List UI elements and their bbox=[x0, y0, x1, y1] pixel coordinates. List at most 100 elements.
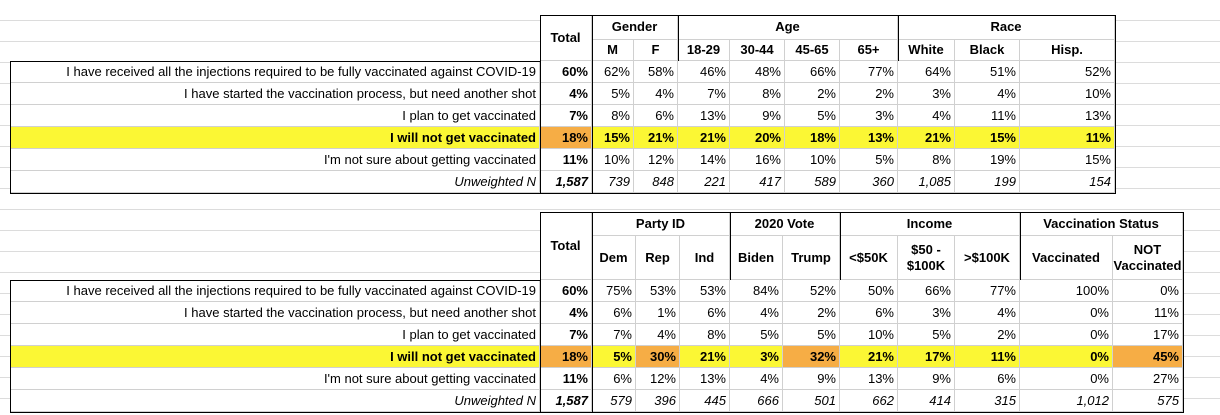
value-cell: 53% bbox=[680, 280, 730, 302]
row-label: I plan to get vaccinated bbox=[10, 105, 540, 127]
value-cell: 15% bbox=[955, 127, 1020, 149]
value-cell: 17% bbox=[1113, 324, 1183, 346]
value-cell: 18% bbox=[785, 127, 840, 149]
value-cell: 30% bbox=[636, 346, 680, 368]
row-label: I have started the vaccination process, … bbox=[10, 83, 540, 105]
row-label: I will not get vaccinated bbox=[10, 127, 540, 149]
column-header: 65+ bbox=[840, 40, 898, 61]
row-label: I'm not sure about getting vaccinated bbox=[10, 149, 540, 171]
row-label: I'm not sure about getting vaccinated bbox=[10, 368, 540, 390]
value-cell: 13% bbox=[678, 105, 730, 127]
value-cell: 739 bbox=[592, 171, 634, 193]
value-cell: 21% bbox=[840, 346, 898, 368]
group-header: Age bbox=[678, 15, 898, 40]
value-cell: 199 bbox=[955, 171, 1020, 193]
value-cell: 100% bbox=[1020, 280, 1113, 302]
value-cell: 15% bbox=[1020, 149, 1115, 171]
total-cell: 11% bbox=[540, 368, 592, 390]
value-cell: 75% bbox=[592, 280, 636, 302]
value-cell: 315 bbox=[955, 390, 1020, 412]
value-cell: 21% bbox=[678, 127, 730, 149]
value-cell: 21% bbox=[898, 127, 955, 149]
group-header: Gender bbox=[592, 15, 678, 40]
column-header: $50 - $100K bbox=[898, 236, 955, 280]
column-header: Hisp. bbox=[1020, 40, 1115, 61]
value-cell: 14% bbox=[678, 149, 730, 171]
group-header: Vaccination Status bbox=[1020, 212, 1183, 236]
value-cell: 0% bbox=[1020, 346, 1113, 368]
value-cell: 3% bbox=[840, 105, 898, 127]
value-cell: 84% bbox=[730, 280, 783, 302]
total-header: Total bbox=[540, 212, 592, 280]
value-cell: 3% bbox=[730, 346, 783, 368]
value-cell: 16% bbox=[730, 149, 785, 171]
value-cell: 2% bbox=[840, 83, 898, 105]
value-cell: 7% bbox=[592, 324, 636, 346]
value-cell: 52% bbox=[783, 280, 840, 302]
value-cell: 11% bbox=[1020, 127, 1115, 149]
value-cell: 5% bbox=[730, 324, 783, 346]
value-cell: 666 bbox=[730, 390, 783, 412]
value-cell: 4% bbox=[898, 105, 955, 127]
value-cell: 4% bbox=[636, 324, 680, 346]
value-cell: 8% bbox=[592, 105, 634, 127]
total-cell: 7% bbox=[540, 324, 592, 346]
total-cell: 4% bbox=[540, 83, 592, 105]
total-header: Total bbox=[540, 15, 592, 61]
value-cell: 11% bbox=[955, 346, 1020, 368]
value-cell: 4% bbox=[730, 302, 783, 324]
value-cell: 8% bbox=[680, 324, 730, 346]
value-cell: 445 bbox=[680, 390, 730, 412]
value-cell: 50% bbox=[840, 280, 898, 302]
value-cell: 13% bbox=[840, 368, 898, 390]
value-cell: 2% bbox=[783, 302, 840, 324]
value-cell: 77% bbox=[840, 61, 898, 83]
value-cell: 66% bbox=[898, 280, 955, 302]
value-cell: 45% bbox=[1113, 346, 1183, 368]
column-header: Biden bbox=[730, 236, 783, 280]
value-cell: 4% bbox=[634, 83, 678, 105]
value-cell: 221 bbox=[678, 171, 730, 193]
value-cell: 501 bbox=[783, 390, 840, 412]
value-cell: 32% bbox=[783, 346, 840, 368]
value-cell: 62% bbox=[592, 61, 634, 83]
value-cell: 0% bbox=[1113, 280, 1183, 302]
column-header: F bbox=[634, 40, 678, 61]
value-cell: 58% bbox=[634, 61, 678, 83]
value-cell: 8% bbox=[730, 83, 785, 105]
column-header: White bbox=[898, 40, 955, 61]
column-header: 18-29 bbox=[678, 40, 730, 61]
value-cell: 589 bbox=[785, 171, 840, 193]
group-header: Income bbox=[840, 212, 1020, 236]
value-cell: 77% bbox=[955, 280, 1020, 302]
row-label: I have started the vaccination process, … bbox=[10, 302, 540, 324]
value-cell: 5% bbox=[785, 105, 840, 127]
value-cell: 6% bbox=[592, 302, 636, 324]
value-cell: 8% bbox=[898, 149, 955, 171]
value-cell: 0% bbox=[1020, 324, 1113, 346]
value-cell: 579 bbox=[592, 390, 636, 412]
column-header: Dem bbox=[592, 236, 636, 280]
value-cell: 6% bbox=[634, 105, 678, 127]
value-cell: 662 bbox=[840, 390, 898, 412]
value-cell: 20% bbox=[730, 127, 785, 149]
value-cell: 1% bbox=[636, 302, 680, 324]
value-cell: 48% bbox=[730, 61, 785, 83]
total-cell: 1,587 bbox=[540, 390, 592, 412]
value-cell: 5% bbox=[592, 346, 636, 368]
value-cell: 1,085 bbox=[898, 171, 955, 193]
value-cell: 396 bbox=[636, 390, 680, 412]
value-cell: 5% bbox=[592, 83, 634, 105]
column-header: Ind bbox=[680, 236, 730, 280]
value-cell: 21% bbox=[634, 127, 678, 149]
column-header: Black bbox=[955, 40, 1020, 61]
value-cell: 10% bbox=[785, 149, 840, 171]
value-cell: 0% bbox=[1020, 368, 1113, 390]
value-cell: 6% bbox=[680, 302, 730, 324]
total-cell: 11% bbox=[540, 149, 592, 171]
row-label: I have received all the injections requi… bbox=[10, 61, 540, 83]
value-cell: 6% bbox=[840, 302, 898, 324]
value-cell: 9% bbox=[730, 105, 785, 127]
value-cell: 6% bbox=[592, 368, 636, 390]
